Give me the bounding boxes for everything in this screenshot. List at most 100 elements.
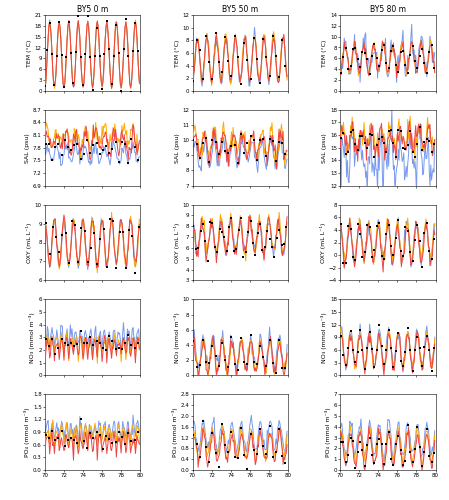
Point bbox=[199, 220, 207, 228]
Y-axis label: NO₃ (mmol m⁻³): NO₃ (mmol m⁻³) bbox=[30, 312, 35, 362]
Point bbox=[90, 341, 97, 349]
Point bbox=[231, 360, 238, 368]
Point bbox=[128, 436, 135, 444]
Point bbox=[129, 47, 136, 55]
Point bbox=[273, 157, 280, 165]
Point bbox=[364, 344, 371, 352]
Point bbox=[89, 86, 96, 94]
Point bbox=[93, 337, 100, 345]
Point bbox=[63, 53, 70, 61]
Point bbox=[253, 450, 260, 458]
Point bbox=[190, 431, 197, 439]
Point bbox=[416, 237, 423, 245]
Title: BY5 50 m: BY5 50 m bbox=[222, 5, 258, 14]
Point bbox=[400, 362, 407, 370]
Point bbox=[84, 340, 91, 347]
Point bbox=[385, 127, 392, 135]
Point bbox=[67, 146, 75, 154]
Point bbox=[418, 46, 426, 54]
Point bbox=[269, 137, 277, 145]
Point bbox=[70, 140, 78, 148]
Point bbox=[90, 140, 97, 148]
Point bbox=[115, 344, 122, 352]
Point bbox=[46, 250, 53, 258]
Point bbox=[282, 150, 289, 158]
Point bbox=[74, 140, 81, 147]
Point bbox=[256, 342, 264, 350]
Point bbox=[125, 52, 132, 60]
Point bbox=[347, 62, 354, 70]
Point bbox=[110, 216, 117, 224]
Point bbox=[128, 134, 135, 142]
Point bbox=[131, 344, 138, 352]
Point bbox=[378, 440, 385, 448]
Point bbox=[49, 224, 57, 232]
Point bbox=[250, 136, 257, 144]
Point bbox=[342, 44, 349, 52]
Point bbox=[364, 144, 371, 152]
Point bbox=[269, 358, 277, 366]
Point bbox=[253, 360, 260, 368]
Point bbox=[98, 86, 106, 94]
Point bbox=[273, 234, 280, 242]
Point bbox=[371, 246, 378, 254]
Point bbox=[418, 462, 426, 469]
Point bbox=[276, 72, 283, 80]
Point bbox=[428, 41, 435, 49]
Point bbox=[392, 440, 400, 448]
Point bbox=[52, 350, 59, 358]
Point bbox=[80, 436, 88, 444]
Point bbox=[41, 82, 48, 90]
Y-axis label: PO₄ (mmol m⁻³): PO₄ (mmol m⁻³) bbox=[325, 408, 331, 457]
Point bbox=[250, 446, 257, 454]
Point bbox=[228, 333, 235, 341]
Point bbox=[113, 264, 120, 272]
Point bbox=[77, 326, 84, 334]
Point bbox=[342, 150, 349, 158]
Point bbox=[118, 87, 125, 95]
Point bbox=[206, 458, 213, 466]
Point bbox=[58, 335, 65, 343]
Point bbox=[241, 149, 248, 157]
Point bbox=[387, 126, 395, 134]
Point bbox=[109, 338, 116, 345]
Point bbox=[402, 62, 409, 70]
Point bbox=[359, 346, 366, 354]
Point bbox=[402, 222, 409, 230]
Point bbox=[221, 233, 228, 241]
Point bbox=[387, 456, 395, 464]
Point bbox=[397, 48, 404, 56]
Point bbox=[228, 214, 235, 222]
Point bbox=[120, 46, 127, 54]
Point bbox=[340, 259, 347, 267]
Point bbox=[357, 438, 364, 446]
Point bbox=[202, 134, 210, 142]
Point bbox=[192, 244, 199, 252]
Point bbox=[426, 48, 433, 56]
Point bbox=[55, 434, 62, 442]
Point bbox=[235, 226, 242, 234]
Point bbox=[340, 351, 347, 359]
Point bbox=[373, 54, 380, 62]
Point bbox=[134, 428, 141, 436]
Point bbox=[215, 362, 222, 370]
Point bbox=[238, 424, 245, 432]
Point bbox=[383, 230, 390, 237]
Point bbox=[209, 136, 216, 143]
Point bbox=[84, 12, 91, 20]
Point bbox=[354, 146, 361, 154]
Point bbox=[84, 444, 91, 452]
Point bbox=[190, 76, 197, 84]
Point bbox=[122, 440, 129, 448]
Point bbox=[218, 228, 225, 236]
Point bbox=[70, 436, 78, 444]
Point bbox=[366, 130, 373, 138]
Point bbox=[60, 83, 67, 91]
Point bbox=[280, 240, 287, 248]
Point bbox=[404, 421, 411, 429]
Point bbox=[212, 138, 219, 146]
Point bbox=[344, 451, 352, 459]
Point bbox=[364, 221, 371, 229]
Point bbox=[249, 238, 256, 246]
Point bbox=[80, 150, 88, 158]
